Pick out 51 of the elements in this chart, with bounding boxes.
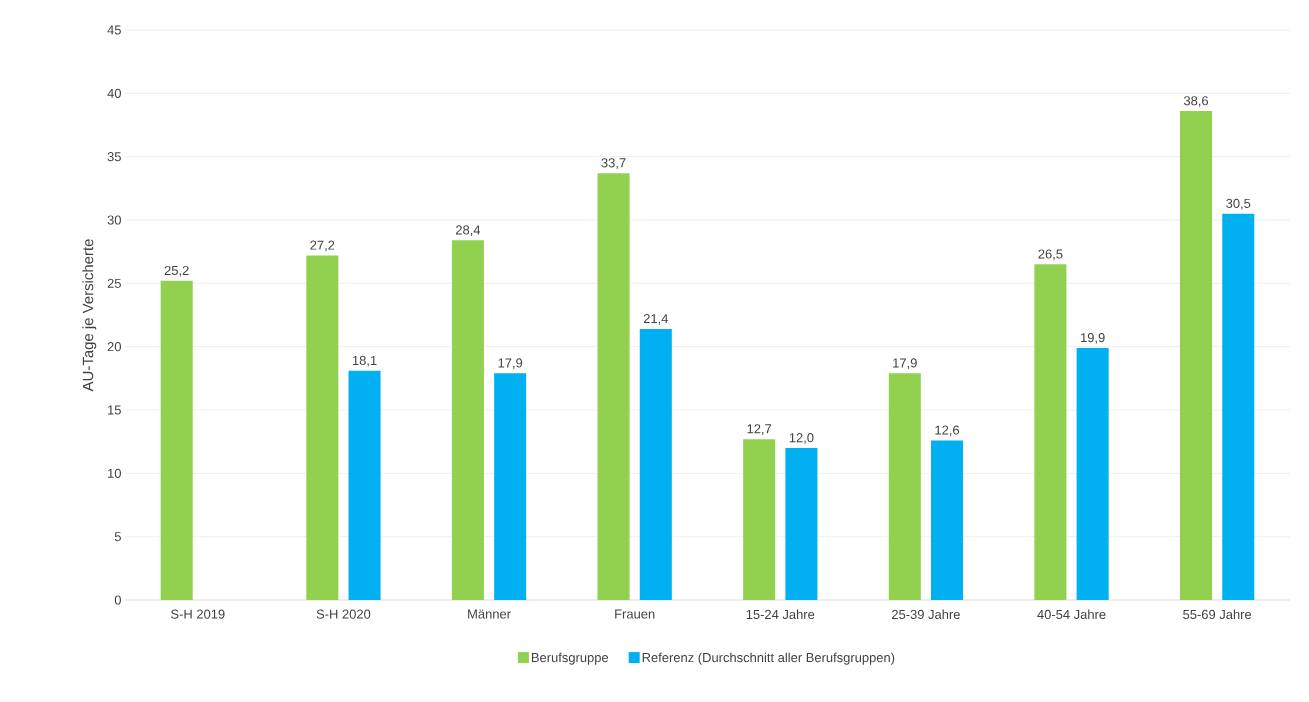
x-tick-label: Männer <box>468 609 511 619</box>
data-label: 33,7 <box>601 158 626 169</box>
legend-label: Berufsgruppe <box>531 652 609 665</box>
data-label: 17,9 <box>893 358 917 370</box>
y-tick-label: 40 <box>107 88 121 98</box>
data-label: 12,7 <box>747 424 772 435</box>
x-tick-label: Frauen <box>615 609 655 619</box>
bar <box>160 280 193 600</box>
bar <box>639 328 672 600</box>
data-label: 19,9 <box>1081 333 1105 344</box>
x-tick-label: 40-54 Jahre <box>1037 609 1106 620</box>
bar <box>1222 213 1255 600</box>
x-tick-label: 55-69 Jahre <box>1183 609 1252 620</box>
x-tick-label: S-H 2020 <box>316 609 371 619</box>
data-label: 30,5 <box>1226 198 1251 210</box>
y-tick-label: 25 <box>107 278 121 288</box>
data-label: 17,9 <box>498 358 523 370</box>
y-tick-label: 35 <box>107 152 121 162</box>
data-label: 12,0 <box>789 433 814 444</box>
data-label: 28,4 <box>455 225 481 237</box>
bar <box>494 373 527 600</box>
data-label: 27,2 <box>310 240 335 252</box>
x-tick-label: 25-39 Jahre <box>892 609 960 620</box>
bar <box>597 173 630 600</box>
data-label: 38,6 <box>1183 96 1209 107</box>
bar <box>743 439 776 600</box>
y-tick-label: 5 <box>114 532 121 542</box>
x-tick-label: 15-24 Jahre <box>746 609 815 620</box>
y-tick-label: 0 <box>114 595 121 605</box>
bar <box>348 370 381 600</box>
y-tick-label: 20 <box>107 342 121 352</box>
y-tick-label: 30 <box>107 215 121 225</box>
bar <box>306 255 339 600</box>
legend-label: Referenz (Durchschnitt aller Berufsgruppen) <box>642 652 895 665</box>
bar <box>888 373 921 600</box>
bar <box>1034 264 1067 600</box>
data-label: 12,6 <box>935 425 960 437</box>
data-label: 25,2 <box>164 265 189 277</box>
y-tick-label: 10 <box>108 468 121 478</box>
bar <box>451 240 484 600</box>
x-tick-label: S-H 2019 <box>171 609 225 619</box>
data-label: 21,4 <box>643 314 669 325</box>
bar <box>931 440 964 600</box>
bar <box>1180 111 1213 600</box>
y-tick-label: 45 <box>107 25 121 35</box>
y-axis-title: AU-Tage je Versicherte <box>82 239 97 392</box>
data-label: 26,5 <box>1038 249 1063 261</box>
bar <box>1076 347 1109 600</box>
data-label: 18,1 <box>352 355 377 367</box>
y-tick-label: 15 <box>108 405 121 415</box>
bar <box>785 448 818 600</box>
